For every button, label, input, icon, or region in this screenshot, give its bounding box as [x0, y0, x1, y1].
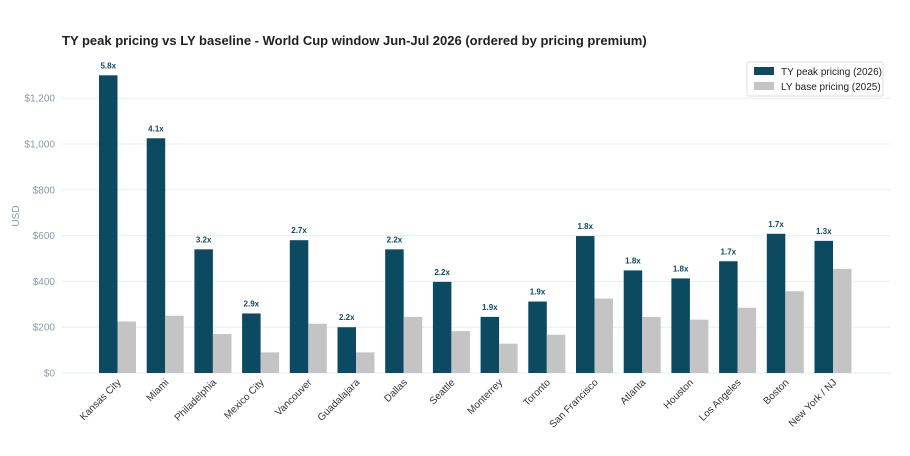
data-label: 1.7x — [721, 247, 737, 256]
x-tick-label: Mexico City — [222, 377, 266, 421]
data-labels: 5.8x 4.1x 3.2x 2.9x 2.7x 2.2x 2.2x 2.2x 1.9x 1.9x… — [100, 61, 832, 322]
x-tick-label: Dallas — [382, 377, 409, 404]
bar-ly — [403, 316, 423, 373]
x-tick-label: Atlanta — [619, 377, 649, 407]
legend-swatch-ty — [754, 67, 774, 75]
legend-label-ly: LY base pricing (2025) — [781, 82, 881, 93]
bar-ty — [623, 270, 643, 373]
bar-ty — [576, 236, 595, 373]
data-label: 1.8x — [673, 264, 689, 273]
x-tick-label: Monterrey — [466, 377, 506, 417]
bar-ty — [528, 301, 547, 373]
bar-ly — [117, 321, 136, 373]
y-tick-label: $1,200 — [24, 94, 55, 105]
data-label: 1.9x — [482, 303, 498, 312]
data-label: 2.7x — [291, 226, 307, 235]
bar-ly — [212, 334, 232, 373]
y-tick-label: $800 — [33, 185, 56, 196]
x-tick-label: San Francisco — [548, 377, 601, 430]
x-tick-label: Houston — [662, 377, 696, 411]
x-tick-label: Guadalajara — [316, 377, 363, 424]
bar-ty — [242, 313, 261, 373]
y-tick-label: $1,000 — [24, 140, 55, 151]
bar-ly — [642, 316, 661, 373]
data-label: 2.9x — [244, 299, 260, 308]
bar-ly — [165, 315, 184, 373]
x-tick-label: Seattle — [428, 377, 458, 407]
y-axis-ticks: $0 $200 $400 $600 $800 $1,000 $1,200 — [24, 94, 55, 380]
bars — [99, 75, 852, 373]
x-axis-ticks: Kansas City Miami Philadelphia Mexico City V… — [78, 377, 839, 430]
bar-ly — [356, 352, 375, 373]
y-axis-label: USD — [11, 205, 22, 226]
bar-ty — [385, 249, 404, 373]
data-label: 2.2x — [339, 313, 355, 322]
data-label: 1.8x — [577, 222, 593, 231]
bar-ty — [432, 281, 452, 373]
bar-ly — [260, 352, 280, 373]
x-tick-label: Toronto — [522, 377, 554, 409]
data-label: 5.8x — [100, 61, 116, 70]
data-label: 3.2x — [196, 235, 212, 244]
y-tick-label: $0 — [44, 369, 56, 380]
bar-ly — [594, 298, 613, 373]
bar-ly — [546, 334, 566, 373]
legend-box — [746, 61, 884, 97]
x-tick-label: Boston — [762, 377, 792, 407]
bar-ly — [833, 268, 852, 373]
bar-ty — [289, 240, 309, 373]
data-label: 2.2x — [387, 235, 403, 244]
data-label: 1.8x — [625, 256, 641, 265]
data-label: 1.3x — [816, 227, 832, 236]
bar-ly — [785, 291, 804, 373]
bar-ly — [308, 323, 327, 373]
bar-ly — [451, 331, 470, 373]
gridlines — [62, 97, 890, 374]
bar-ty — [766, 233, 786, 373]
legend-label-ty: TY peak pricing (2026) — [781, 67, 882, 78]
bar-ty — [99, 75, 118, 373]
bar-ly — [737, 307, 757, 373]
y-tick-label: $600 — [33, 231, 56, 242]
data-label: 4.1x — [148, 124, 164, 133]
data-label: 2.2x — [434, 268, 450, 277]
y-tick-label: $400 — [33, 277, 56, 288]
data-label: 1.7x — [768, 220, 784, 229]
bar-ty — [814, 240, 833, 373]
x-tick-label: Kansas City — [78, 377, 124, 423]
x-tick-label: Vancouver — [273, 377, 315, 419]
bar-ty — [671, 278, 690, 373]
chart-title: TY peak pricing vs LY baseline - World C… — [62, 33, 647, 48]
bar-ty — [480, 316, 500, 373]
bar-ly — [689, 319, 709, 373]
x-tick-label: Los Angeles — [697, 377, 743, 423]
bar-ty — [194, 249, 213, 373]
y-tick-label: $200 — [33, 323, 56, 334]
x-tick-label: New York / NJ — [787, 377, 839, 429]
legend-swatch-ly — [754, 82, 774, 90]
x-tick-label: Philadelphia — [173, 377, 220, 424]
x-tick-label: Miami — [145, 377, 172, 404]
data-label: 1.9x — [530, 288, 546, 297]
bar-ty — [719, 261, 738, 373]
bar-ty — [146, 138, 166, 373]
bar-ty — [337, 327, 356, 373]
bar-ly — [499, 343, 518, 373]
legend: TY peak pricing (2026) LY base pricing (… — [746, 61, 884, 97]
